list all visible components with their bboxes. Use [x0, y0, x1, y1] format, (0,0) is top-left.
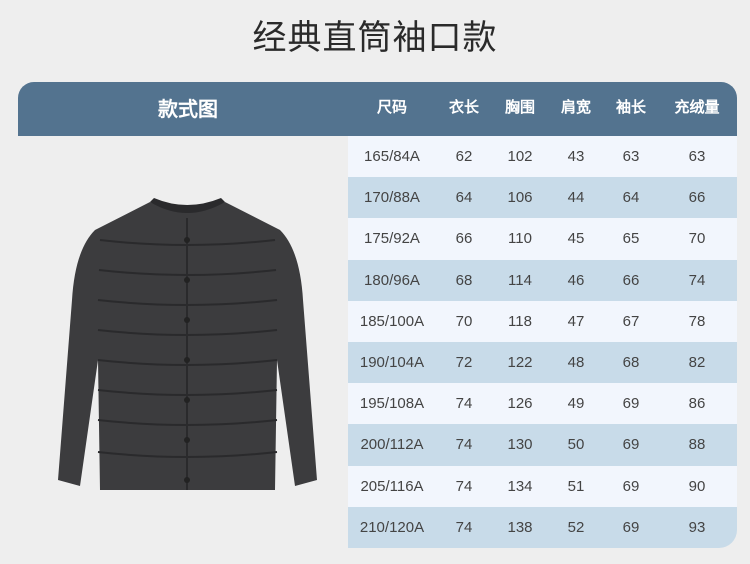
cell-size: 175/92A	[364, 230, 420, 248]
cell-chest: 126	[507, 395, 533, 413]
cell-size: 210/120A	[359, 518, 425, 536]
table-row: 190/104A 72 122 48 68 82	[348, 341, 737, 384]
cell-sleeve: 69	[622, 518, 640, 536]
cell-size: 200/112A	[360, 436, 424, 454]
cell-length: 62	[455, 148, 473, 165]
cell-shoulder: 43	[567, 148, 585, 165]
table-row: 205/116A 74 134 51 69 90	[348, 465, 737, 507]
table-row: 170/88A 64 106 44 64 66	[348, 177, 737, 219]
cell-sleeve: 67	[622, 312, 640, 330]
cell-sleeve: 69	[622, 436, 640, 454]
cell-size: 170/88A	[364, 189, 420, 207]
cell-sleeve: 69	[622, 395, 640, 413]
cell-length: 74	[455, 477, 473, 495]
cell-chest: 122	[507, 353, 533, 371]
table-row: 180/96A 68 114 46 66 74	[348, 259, 737, 301]
cell-chest: 114	[508, 271, 532, 289]
cell-sleeve: 63	[622, 148, 640, 165]
cell-sleeve: 65	[622, 230, 640, 248]
cell-sleeve: 64	[622, 189, 640, 207]
cell-shoulder: 46	[567, 271, 585, 289]
cell-size: 185/100A	[359, 312, 425, 330]
cell-down-fill: 90	[688, 477, 706, 495]
table-row: 185/100A 70 118 47 67 78	[348, 300, 737, 342]
cell-length: 70	[455, 312, 473, 330]
cell-shoulder: 49	[567, 395, 585, 413]
cell-down-fill: 93	[688, 518, 706, 536]
cell-shoulder: 44	[567, 189, 585, 207]
cell-shoulder: 52	[567, 518, 585, 536]
cell-sleeve: 68	[622, 353, 640, 371]
table-row: 200/112A 74 130 50 69 88	[348, 424, 737, 466]
cell-shoulder: 48	[567, 353, 585, 371]
cell-down-fill: 63	[688, 148, 706, 165]
table-row: 195/108A 74 126 49 69 86	[348, 383, 737, 425]
cell-length: 66	[455, 230, 473, 248]
cell-down-fill: 82	[688, 353, 706, 371]
cell-down-fill: 74	[688, 271, 706, 289]
cell-chest: 134	[507, 477, 533, 495]
cell-sleeve: 66	[622, 271, 640, 289]
cell-down-fill: 88	[688, 436, 706, 454]
page-title: 经典直筒袖口款	[252, 18, 498, 58]
cell-size: 205/116A	[360, 477, 424, 495]
cell-shoulder: 45	[567, 230, 585, 248]
header-length: 衣长	[448, 98, 479, 116]
cell-size: 180/96A	[364, 271, 420, 289]
cell-size: 165/84A	[364, 148, 420, 165]
cell-down-fill: 86	[688, 395, 706, 413]
table-row: 165/84A 62 102 43 63 63	[348, 136, 737, 178]
cell-length: 72	[455, 353, 473, 371]
cell-shoulder: 47	[567, 312, 585, 330]
header-chest: 胸围	[504, 98, 535, 116]
cell-chest: 118	[508, 312, 532, 330]
cell-length: 74	[455, 395, 473, 413]
cell-length: 74	[455, 518, 473, 536]
header-down-fill: 充绒量	[674, 98, 720, 116]
cell-shoulder: 50	[567, 436, 585, 454]
cell-sleeve: 69	[622, 477, 640, 495]
jacket-image	[58, 198, 317, 490]
cell-length: 64	[455, 189, 473, 207]
cell-size: 190/104A	[359, 353, 425, 371]
style-image-label: 款式图	[158, 97, 218, 121]
cell-chest: 102	[507, 148, 533, 165]
size-table: 165/84A 62 102 43 63 63 170/88A 64 106 44 64 66 175/…	[348, 136, 737, 548]
header-size: 尺码	[376, 98, 407, 116]
header-shoulder: 肩宽	[560, 98, 591, 116]
cell-chest: 138	[507, 518, 533, 536]
cell-down-fill: 70	[688, 230, 706, 248]
table-header: 款式图 尺码 衣长 胸围 肩宽 袖长 充绒量	[18, 82, 737, 136]
table-row: 175/92A 66 110 45 65 70	[348, 218, 737, 260]
cell-length: 68	[455, 271, 473, 289]
cell-shoulder: 51	[567, 477, 585, 495]
table-row: 210/120A 74 138 52 69 93	[348, 506, 737, 548]
cell-chest: 130	[507, 436, 533, 454]
cell-chest: 106	[507, 189, 533, 207]
cell-down-fill: 78	[688, 312, 706, 330]
cell-down-fill: 66	[688, 189, 706, 207]
cell-size: 195/108A	[359, 395, 425, 413]
header-sleeve: 袖长	[615, 98, 646, 116]
cell-length: 74	[455, 436, 473, 454]
cell-chest: 110	[508, 230, 532, 248]
